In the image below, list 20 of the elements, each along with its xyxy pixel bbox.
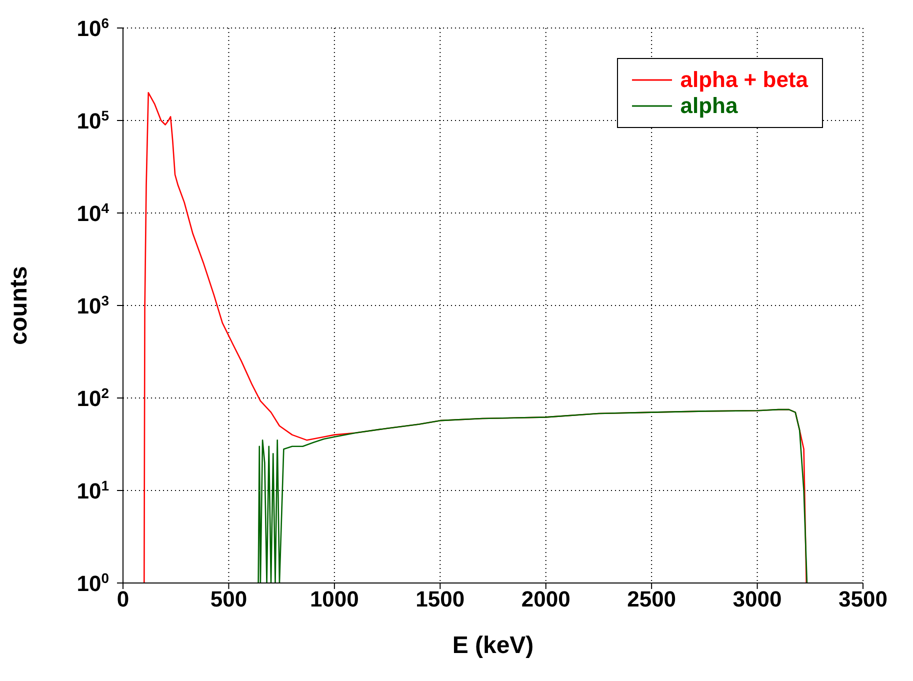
y-tick-label: 10$^{3}$ <box>76 292 110 318</box>
legend-label: alpha + beta <box>680 67 808 93</box>
y-tick-label: 10$^{0}$ <box>76 570 110 596</box>
x-tick-label: 1000 <box>310 586 359 612</box>
x-tick-label: 0 <box>116 586 130 612</box>
x-tick-label: 3500 <box>838 586 888 612</box>
y-axis-title: counts <box>6 266 33 345</box>
x-tick-label: 2000 <box>521 586 570 612</box>
x-tick-label: 500 <box>210 586 248 612</box>
y-tick-label: 10$^{5}$ <box>76 108 110 134</box>
y-tick-label: 10$^{6}$ <box>76 15 110 41</box>
y-tick-label: 10$^{2}$ <box>76 385 110 411</box>
x-axis-title: E (keV) <box>452 632 534 659</box>
line-series <box>258 408 808 583</box>
y-tick-label: 10$^{4}$ <box>76 200 110 226</box>
x-tick-label: 1500 <box>416 586 465 612</box>
x-tick-label: 2500 <box>627 586 676 612</box>
x-tick-label: 3000 <box>732 586 782 612</box>
legend-label: alpha <box>680 93 738 119</box>
y-tick-label: 10$^{1}$ <box>76 478 110 504</box>
